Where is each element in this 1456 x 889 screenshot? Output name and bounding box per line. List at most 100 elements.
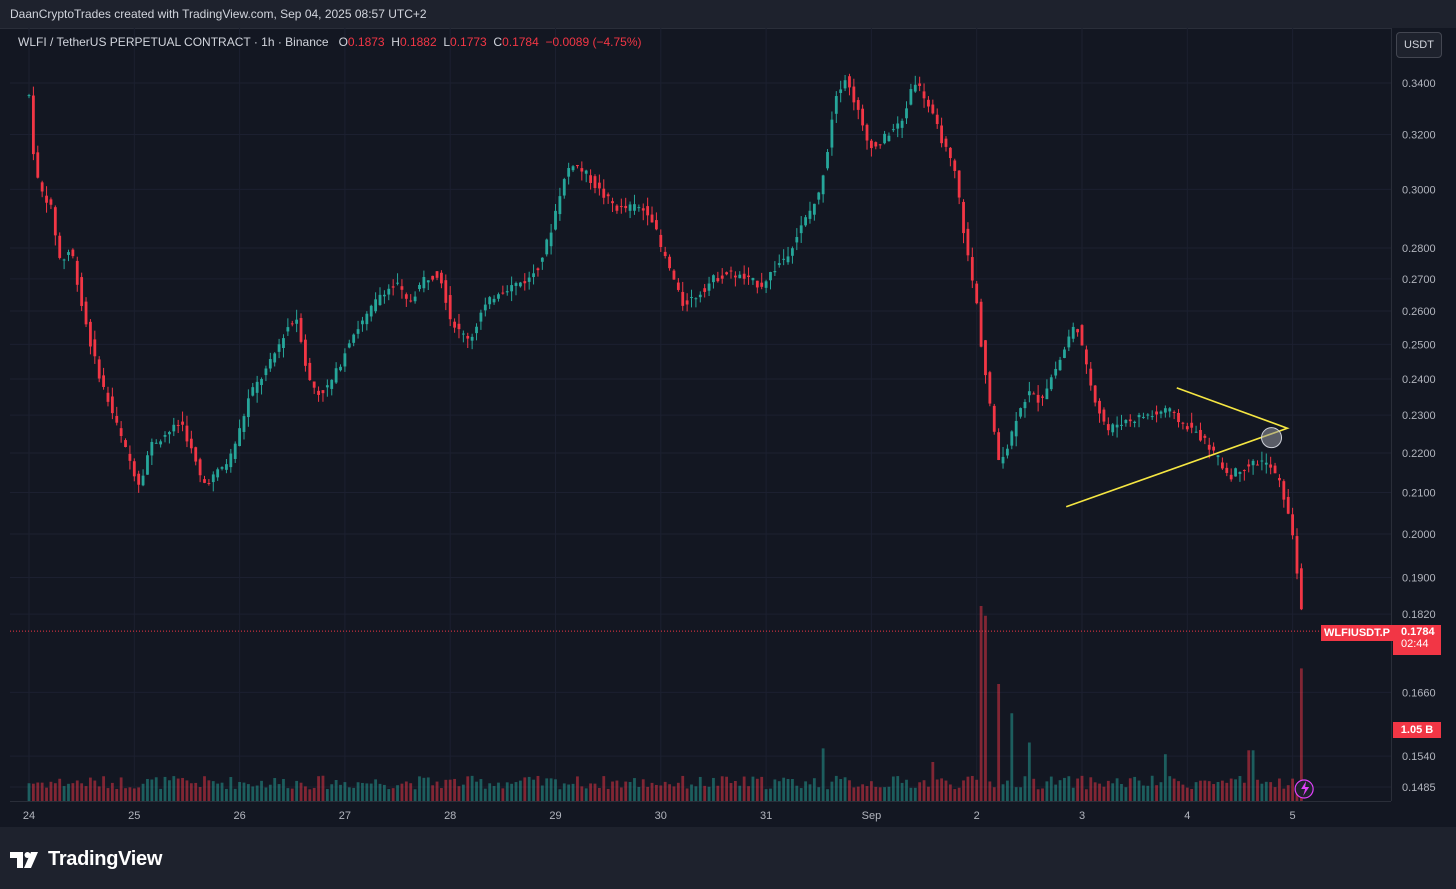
candle-body: [1242, 470, 1246, 472]
triangle-line: [1065, 387, 1290, 508]
price-tick-label: 0.1820: [1402, 609, 1436, 621]
time-axis[interactable]: 24 25 26 27 28 29 30 31 Sep 2 3 4 5: [10, 801, 1391, 828]
volume-bar: [150, 779, 154, 801]
volume-bar: [852, 787, 856, 801]
volume-bar: [137, 787, 141, 801]
change-value: −0.0089 (−4.75%): [545, 35, 642, 49]
candle-body: [663, 251, 667, 257]
volume-bar: [238, 781, 241, 801]
volume-bar: [1115, 778, 1119, 801]
candle-body: [58, 235, 62, 258]
volume-bar: [1216, 782, 1220, 801]
volume-bar: [304, 786, 307, 801]
volume-bar: [676, 782, 680, 801]
candle-body: [909, 89, 913, 105]
volume-bar: [1045, 781, 1049, 801]
volume-bar: [953, 789, 957, 801]
candle-body: [962, 201, 965, 234]
candle-body: [304, 339, 307, 366]
candle-body: [1295, 536, 1299, 574]
volume-bar: [347, 787, 351, 801]
candle-body: [948, 147, 952, 159]
volume-bar: [1093, 782, 1097, 801]
candle-body: [944, 138, 948, 147]
volume-bar: [1041, 788, 1044, 801]
volume-bar: [887, 786, 891, 801]
volume-bar: [992, 787, 996, 801]
volume-bar: [637, 786, 641, 801]
volume-bar: [861, 784, 865, 801]
volume-bar: [1185, 787, 1189, 801]
volume-bar: [198, 786, 202, 801]
candle-body: [163, 435, 167, 437]
candle-body: [1190, 422, 1194, 428]
candle-body: [290, 323, 294, 325]
candle-body: [1225, 467, 1229, 473]
volume-bar: [848, 780, 851, 801]
volume-bar: [1023, 776, 1027, 801]
volume-bar: [729, 783, 733, 801]
volume-bar: [1150, 775, 1154, 801]
candle-body: [580, 168, 584, 172]
price-scale[interactable]: 0.3400 0.3200 0.3000 0.2800 0.2700 0.2600 0.25…: [1391, 28, 1456, 801]
volume-bar: [27, 783, 31, 801]
candle-body: [1041, 396, 1044, 398]
volume-bar: [1120, 783, 1123, 801]
candle-body: [1181, 422, 1185, 424]
volume-bar: [475, 781, 478, 801]
candle-body: [1286, 496, 1290, 514]
low-value: 0.1773: [450, 35, 487, 49]
candle-body: [755, 280, 759, 288]
price-tick-label: 0.1900: [1402, 573, 1436, 585]
volume-bar: [659, 785, 663, 801]
volume-bar: [633, 778, 636, 801]
candle-body: [1251, 460, 1255, 466]
volume-bar: [606, 788, 610, 801]
volume-bar: [1106, 780, 1110, 801]
candle-body: [615, 205, 619, 211]
candle-body: [1128, 419, 1132, 422]
candle-body: [115, 415, 119, 423]
candle-body: [282, 338, 285, 349]
candle-body: [466, 335, 470, 339]
volume-bar: [246, 784, 250, 801]
candle-body: [1001, 456, 1005, 464]
volume-bar: [1067, 776, 1071, 801]
candle-body: [435, 271, 439, 278]
tradingview-logo[interactable]: TradingView: [10, 848, 162, 871]
volume-bar: [1168, 776, 1172, 801]
candle-body: [361, 320, 364, 325]
time-tick-label: 3: [1079, 810, 1085, 822]
candle-body: [238, 428, 241, 447]
time-tick-label: 28: [444, 810, 456, 822]
currency-button[interactable]: USDT: [1396, 32, 1442, 58]
candle-body: [168, 432, 171, 435]
candle-body: [365, 313, 369, 325]
candle-body: [1019, 408, 1022, 417]
volume-bar: [628, 781, 632, 801]
volume-bar: [883, 787, 886, 801]
candle-body: [510, 285, 514, 292]
candle-body: [62, 259, 66, 261]
candle-body: [992, 405, 996, 432]
candle-body: [185, 425, 189, 442]
candle-body: [216, 469, 220, 478]
time-tick-label: Sep: [862, 810, 882, 822]
candle-body: [150, 441, 154, 456]
candle-body: [308, 362, 312, 381]
candle-body: [203, 479, 206, 483]
volume-bar: [159, 788, 163, 801]
volume-bar: [1238, 776, 1242, 801]
volume-bar: [962, 780, 965, 801]
candle-body: [194, 447, 198, 462]
volume-bar: [1076, 778, 1080, 801]
price-tick-label: 0.1660: [1402, 687, 1436, 699]
volume-bar: [690, 784, 693, 801]
candle-body: [672, 270, 676, 280]
candle-body: [843, 80, 847, 89]
candle-body: [1172, 411, 1176, 413]
last-price-line: [10, 630, 1391, 799]
candle-body: [457, 323, 461, 330]
volume-bar: [273, 778, 277, 801]
